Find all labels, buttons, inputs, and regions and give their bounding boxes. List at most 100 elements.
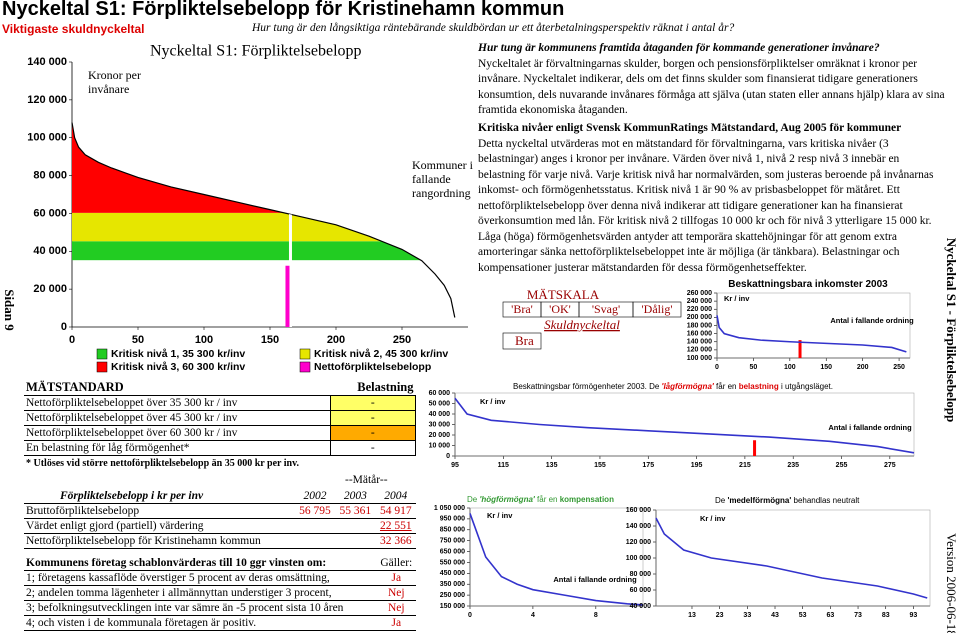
cell: - bbox=[329, 410, 417, 426]
area-line bbox=[71, 122, 456, 318]
x-tick-label: 50 bbox=[750, 364, 758, 371]
y-tick-label: 120 000 bbox=[626, 539, 651, 546]
y-tick-label: 60 000 bbox=[630, 587, 652, 594]
title-part: i utgångsläget. bbox=[779, 382, 833, 391]
legend-label: Kritisk nivå 3, 60 300 kr/inv bbox=[111, 361, 245, 373]
y-tick-label: 100 000 bbox=[27, 132, 67, 144]
cell bbox=[294, 518, 336, 534]
y-tick-label: 20 000 bbox=[33, 283, 67, 295]
cell: 2004 bbox=[375, 489, 416, 504]
legend-swatch bbox=[299, 361, 311, 373]
table-row: 1; företagens kassaflöde överstiger 5 pr… bbox=[24, 570, 416, 586]
cell: - bbox=[329, 425, 417, 441]
x-tick-label: 83 bbox=[882, 612, 890, 619]
title-part: 'högförmögna' bbox=[479, 495, 535, 504]
cell: Ja bbox=[376, 570, 416, 586]
cell: 22 551 bbox=[375, 518, 416, 534]
highlight-bar bbox=[753, 440, 757, 456]
cell: Ja bbox=[376, 615, 416, 631]
highlight-bar bbox=[798, 340, 802, 358]
amounts-table: Förpliktelsebelopp i kr per inv 2002 200… bbox=[24, 489, 416, 549]
plot-frame bbox=[716, 292, 911, 359]
table-row: 2; andelen tomma lägenheter i allmännytt… bbox=[24, 585, 416, 601]
x-tick-label: 50 bbox=[132, 334, 144, 346]
x-tick-label: 0 bbox=[69, 334, 75, 346]
scale-title: MÄTSKALA bbox=[527, 287, 600, 302]
x-tick-label: 275 bbox=[884, 462, 896, 469]
scale-result: Bra bbox=[515, 333, 534, 348]
text-block: Kritiska nivåer enligt Svensk KommunRati… bbox=[478, 121, 948, 276]
x-tick-label: 100 bbox=[195, 334, 213, 346]
category: Viktigaste skuldnyckeltal bbox=[2, 22, 145, 36]
title-part: 'medelförmögna' bbox=[727, 496, 791, 505]
y-tick-label: 350 000 bbox=[440, 581, 465, 588]
table-row: 3; befolkningsutvecklingen inte var sämr… bbox=[24, 600, 416, 616]
y-tick-label: 60 000 bbox=[429, 390, 451, 397]
plot-frame bbox=[655, 509, 931, 607]
chart-title: De 'högförmögna' får en kompensation bbox=[467, 495, 614, 504]
companies-table: Kommunens företag schablonvärderas till … bbox=[24, 556, 416, 631]
table-row: Nettoförpliktelsebeloppet över 35 300 kr… bbox=[24, 395, 417, 411]
y-tick-label: 550 000 bbox=[440, 559, 465, 566]
table-row: Nettoförpliktelsebelopp för Kristinehamn… bbox=[24, 533, 416, 549]
y-tick-label: 200 000 bbox=[687, 314, 712, 321]
title-part: De bbox=[467, 495, 479, 504]
y-tick-label: 750 000 bbox=[440, 538, 465, 545]
x-tick-label: 200 bbox=[327, 334, 345, 346]
y-axis-label: Kr / inv bbox=[700, 514, 726, 523]
cell: - bbox=[329, 395, 417, 411]
x-axis-label: Kommuner i fallande rangordning bbox=[412, 158, 473, 200]
y-tick-label: 650 000 bbox=[440, 548, 465, 555]
x-tick-label: 73 bbox=[854, 612, 862, 619]
cell bbox=[335, 533, 376, 549]
x-tick-label: 8 bbox=[594, 612, 598, 619]
chart-title: Beskattningsbar förmögenheter 2003. De '… bbox=[513, 382, 833, 391]
level-band bbox=[72, 212, 455, 242]
cell: 1; företagens kassaflöde överstiger 5 pr… bbox=[24, 570, 377, 586]
chart-title: Beskattningsbara inkomster 2003 bbox=[728, 279, 888, 290]
cell: 2002 bbox=[294, 489, 336, 504]
cell: Nej bbox=[376, 600, 416, 616]
scale-cell bbox=[632, 301, 682, 318]
scale-label: Skuldnyckeltal bbox=[544, 317, 620, 332]
line bbox=[716, 315, 907, 353]
title-part: Beskattningsbar förmögenheter 2003. De bbox=[513, 382, 662, 391]
y-tick-label: 0 bbox=[61, 321, 67, 333]
y-tick-label: 30 000 bbox=[429, 421, 451, 428]
x-tick-label: 4 bbox=[531, 612, 535, 619]
title-part: behandlas neutralt bbox=[791, 496, 860, 505]
cell: Nettoförpliktelsebeloppet över 45 300 kr… bbox=[24, 410, 331, 426]
plot-frame bbox=[469, 507, 644, 607]
title-part: Beskattningsbara inkomster 2003 bbox=[728, 279, 888, 290]
x-tick-label: 200 bbox=[857, 364, 869, 371]
text-block: Hur tung är kommunens framtida åtaganden… bbox=[478, 41, 948, 119]
x-axis-label: Antal i fallande ordning bbox=[830, 316, 914, 325]
table-header: MÄTSTANDARD Belastning bbox=[24, 380, 416, 396]
x-tick-label: 13 bbox=[688, 612, 696, 619]
title-part: får en bbox=[714, 382, 739, 391]
y-tick-label: 160 000 bbox=[626, 507, 651, 514]
y-tick-label: 100 000 bbox=[626, 555, 651, 562]
y-tick-label: 250 000 bbox=[440, 592, 465, 599]
y-tick-label: 450 000 bbox=[440, 570, 465, 577]
table-row: Nettoförpliktelsebeloppet över 60 300 kr… bbox=[24, 425, 417, 441]
period: --Mätår-- bbox=[345, 474, 388, 486]
x-tick-label: 195 bbox=[691, 462, 703, 469]
x-tick-label: 150 bbox=[820, 364, 832, 371]
x-tick-label: 250 bbox=[893, 364, 905, 371]
y-tick-label: 50 000 bbox=[429, 400, 451, 407]
plot-frame bbox=[454, 392, 915, 457]
x-tick-label: 100 bbox=[784, 364, 796, 371]
x-tick-label: 215 bbox=[739, 462, 751, 469]
line bbox=[655, 517, 928, 599]
cell: - bbox=[329, 440, 417, 456]
text-body: Nyckeltalet är förvaltningarnas skulder,… bbox=[478, 57, 945, 117]
y-tick-label: 850 000 bbox=[440, 527, 465, 534]
table-row: Värdet enligt gjord (partiell) värdering… bbox=[24, 518, 416, 534]
cell: Nettoförpliktelsebelopp för Kristinehamn… bbox=[24, 533, 295, 549]
y-tick-label: 1 050 000 bbox=[434, 505, 465, 512]
x-tick-label: 43 bbox=[771, 612, 779, 619]
cell: En belastning för låg förmögenhet* bbox=[24, 440, 331, 456]
cell: Förpliktelsebelopp i kr per inv bbox=[24, 489, 295, 504]
x-axis-label: Antal i fallande ordning bbox=[828, 423, 912, 432]
